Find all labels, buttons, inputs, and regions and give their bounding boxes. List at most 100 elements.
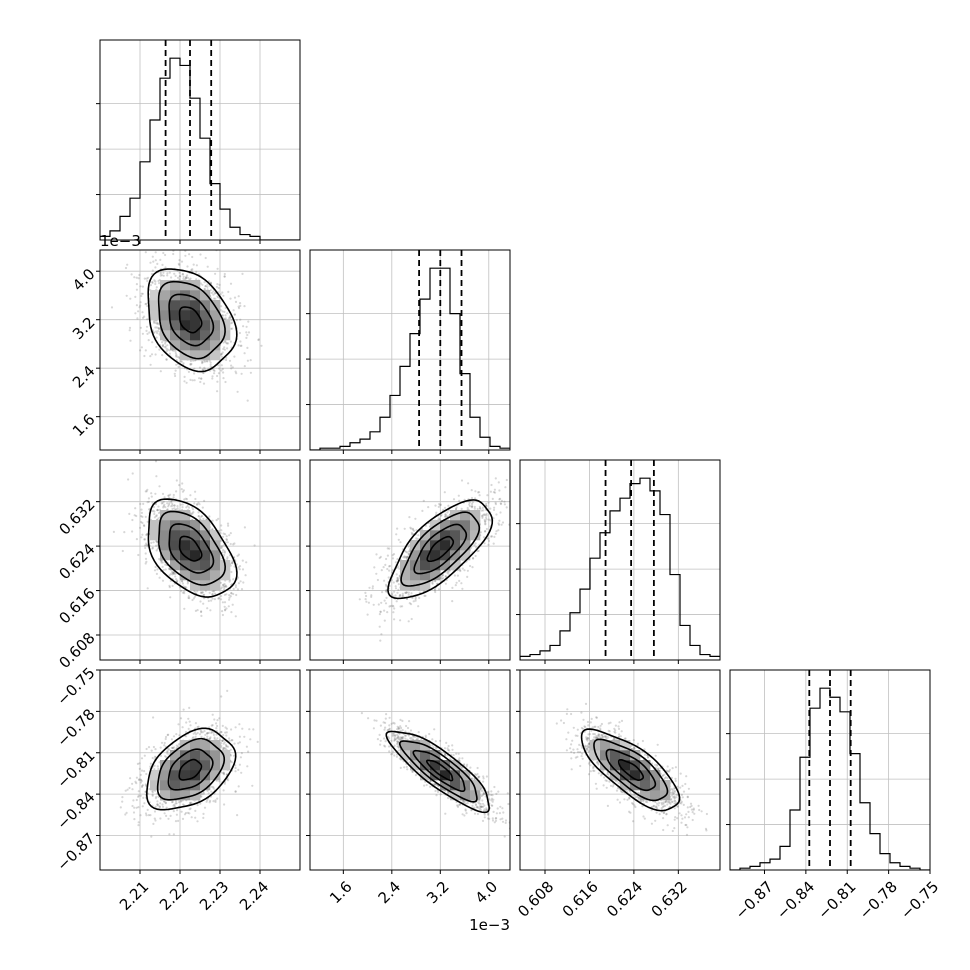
- sample-point: [228, 596, 231, 599]
- density-cell: [430, 760, 441, 771]
- sample-point: [573, 751, 576, 755]
- sample-point: [608, 730, 611, 733]
- density-cell: [210, 320, 221, 331]
- sample-point: [439, 503, 442, 506]
- sample-point: [412, 529, 416, 532]
- sample-point: [486, 817, 490, 820]
- density-cell: [170, 300, 181, 311]
- sample-point: [476, 772, 479, 776]
- density-cell: [450, 550, 461, 561]
- sample-point: [399, 737, 402, 740]
- sample-point: [158, 576, 161, 579]
- sample-point: [493, 491, 497, 494]
- sample-point: [203, 360, 206, 363]
- sample-point: [422, 499, 425, 502]
- sample-point: [223, 317, 226, 320]
- sample-point: [140, 757, 144, 760]
- sample-point: [501, 820, 505, 823]
- sample-point: [597, 733, 600, 736]
- density-cell: [190, 570, 201, 581]
- sample-point: [428, 522, 431, 525]
- sample-point: [142, 502, 145, 505]
- sample-point: [139, 778, 142, 781]
- density-cell: [210, 770, 221, 781]
- sample-point: [495, 530, 498, 533]
- sample-point: [220, 352, 223, 355]
- sample-point: [692, 807, 695, 810]
- sample-point: [168, 748, 171, 751]
- sample-point: [203, 730, 206, 733]
- sample-point: [128, 512, 131, 516]
- sample-point: [465, 812, 468, 815]
- sample-point: [181, 582, 184, 585]
- sample-point: [651, 805, 654, 808]
- sample-point: [409, 526, 412, 529]
- sample-point: [213, 297, 216, 300]
- sample-point: [397, 746, 400, 749]
- density-cell: [180, 340, 191, 351]
- density-cell: [160, 780, 171, 791]
- sample-point: [494, 532, 497, 535]
- sample-point: [435, 511, 438, 514]
- sample-point: [168, 574, 171, 577]
- sample-point: [443, 491, 446, 494]
- sample-point: [492, 491, 495, 494]
- sample-point: [386, 611, 389, 614]
- sample-point: [445, 741, 448, 745]
- sample-point: [165, 358, 168, 361]
- sample-point: [204, 256, 207, 260]
- density-cell: [190, 750, 201, 761]
- sample-point: [193, 590, 197, 593]
- sample-point: [600, 722, 604, 726]
- sample-point: [471, 804, 474, 808]
- sample-point: [584, 702, 588, 706]
- sample-point: [686, 826, 689, 829]
- sample-point: [488, 798, 491, 801]
- sample-point: [438, 518, 441, 521]
- sample-point: [684, 823, 687, 827]
- sample-point: [482, 509, 485, 512]
- sample-point: [238, 307, 241, 310]
- panel-contents: [112, 460, 256, 618]
- sample-point: [137, 277, 140, 280]
- sample-point: [141, 521, 144, 525]
- sample-point: [199, 802, 202, 805]
- density-cell: [200, 560, 211, 571]
- sample-point: [393, 754, 396, 757]
- sample-point: [189, 807, 192, 810]
- sample-point: [242, 325, 245, 328]
- sample-point: [201, 591, 204, 594]
- sample-point: [476, 805, 479, 809]
- sample-point: [393, 590, 396, 593]
- sample-point: [656, 764, 659, 767]
- sample-point: [225, 607, 228, 610]
- panel-contents: [110, 250, 263, 402]
- density-cell: [150, 290, 161, 301]
- sample-point: [501, 817, 504, 820]
- sample-point: [225, 358, 228, 362]
- sample-point: [200, 377, 203, 380]
- sample-point: [203, 366, 206, 369]
- sample-point: [221, 739, 224, 742]
- sample-point: [246, 359, 249, 362]
- sample-point: [238, 741, 241, 744]
- sample-point: [580, 726, 584, 730]
- sample-point: [182, 489, 185, 492]
- density-cell: [180, 740, 191, 751]
- sample-point: [387, 735, 390, 738]
- sample-point: [135, 514, 138, 518]
- sample-point: [481, 516, 484, 520]
- sample-point: [668, 805, 671, 808]
- sample-point: [203, 806, 207, 809]
- sample-point: [153, 755, 157, 758]
- sample-point: [499, 502, 502, 505]
- sample-point: [504, 821, 507, 825]
- sample-point: [213, 736, 216, 739]
- sample-point: [439, 793, 442, 796]
- sample-point: [614, 724, 618, 727]
- sample-point: [172, 572, 175, 575]
- sample-point: [401, 719, 404, 723]
- sample-point: [507, 802, 510, 806]
- sample-point: [384, 602, 388, 605]
- sample-point: [487, 543, 490, 546]
